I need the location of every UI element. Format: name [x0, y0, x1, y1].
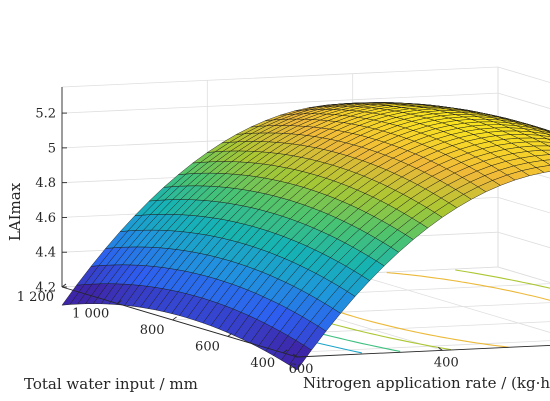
x-tick-label: 600: [289, 362, 314, 377]
contour-line: [455, 269, 550, 289]
z-tick-label: 4.6: [35, 211, 56, 226]
x-axis-line: [296, 344, 550, 358]
contour-line: [312, 317, 452, 351]
z-tick-label: 4.4: [35, 246, 56, 261]
grid-line: [352, 273, 550, 333]
contour-line: [386, 272, 550, 301]
surface-layer: [61, 102, 550, 371]
grid-line: [61, 92, 499, 114]
surface-cell: [544, 130, 550, 133]
grid-line: [497, 197, 550, 214]
y-tick-label: 800: [140, 323, 165, 338]
x-axis-label: Nitrogen application rate / (kg·hm−2): [303, 374, 550, 392]
y-tick-label: 1 000: [72, 306, 109, 321]
y-tick-mark: [117, 300, 122, 304]
y-tick-label: 400: [250, 356, 275, 371]
x-tick-label: 400: [434, 355, 459, 370]
z-tick-label: 5: [48, 141, 56, 156]
x-axis-label-main: Nitrogen application rate / (kg·hm: [303, 374, 550, 392]
grid-line: [497, 92, 550, 110]
surface-cell: [542, 159, 550, 165]
surface-cell: [540, 141, 550, 147]
y-tick-label: 600: [195, 339, 220, 354]
grid-line: [497, 266, 550, 283]
grid-line: [283, 340, 550, 354]
y-axis-line: [61, 286, 298, 358]
surface-cell: [535, 165, 550, 173]
grid-line: [497, 162, 550, 179]
surface-cell: [545, 133, 550, 136]
surface-cell: [541, 149, 550, 155]
y-tick-mark: [282, 349, 288, 354]
y-tick-label: 1 200: [17, 290, 54, 305]
surface-cell: [538, 130, 550, 135]
z-tick-label: 4.8: [35, 176, 56, 191]
grid-line: [497, 266, 550, 283]
y-tick-mark: [227, 333, 233, 337]
surface-cell: [539, 135, 550, 140]
x-tick-mark: [438, 346, 443, 351]
y-axis-label: Total water input / mm: [24, 375, 198, 393]
x-tick-mark: [292, 353, 298, 358]
surface-cell: [547, 138, 550, 141]
z-axis-label: LAImax: [6, 182, 24, 241]
z-tick-label: 4.2: [35, 281, 56, 296]
grid-line: [497, 231, 550, 249]
z-tick-label: 5.2: [35, 107, 56, 122]
y-tick-mark: [61, 283, 67, 288]
y-tick-mark: [172, 316, 177, 321]
contour-line: [352, 315, 509, 348]
